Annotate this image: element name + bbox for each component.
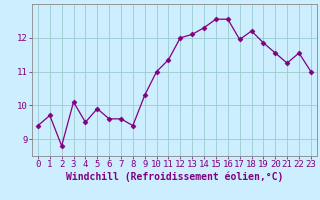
X-axis label: Windchill (Refroidissement éolien,°C): Windchill (Refroidissement éolien,°C) [66, 172, 283, 182]
